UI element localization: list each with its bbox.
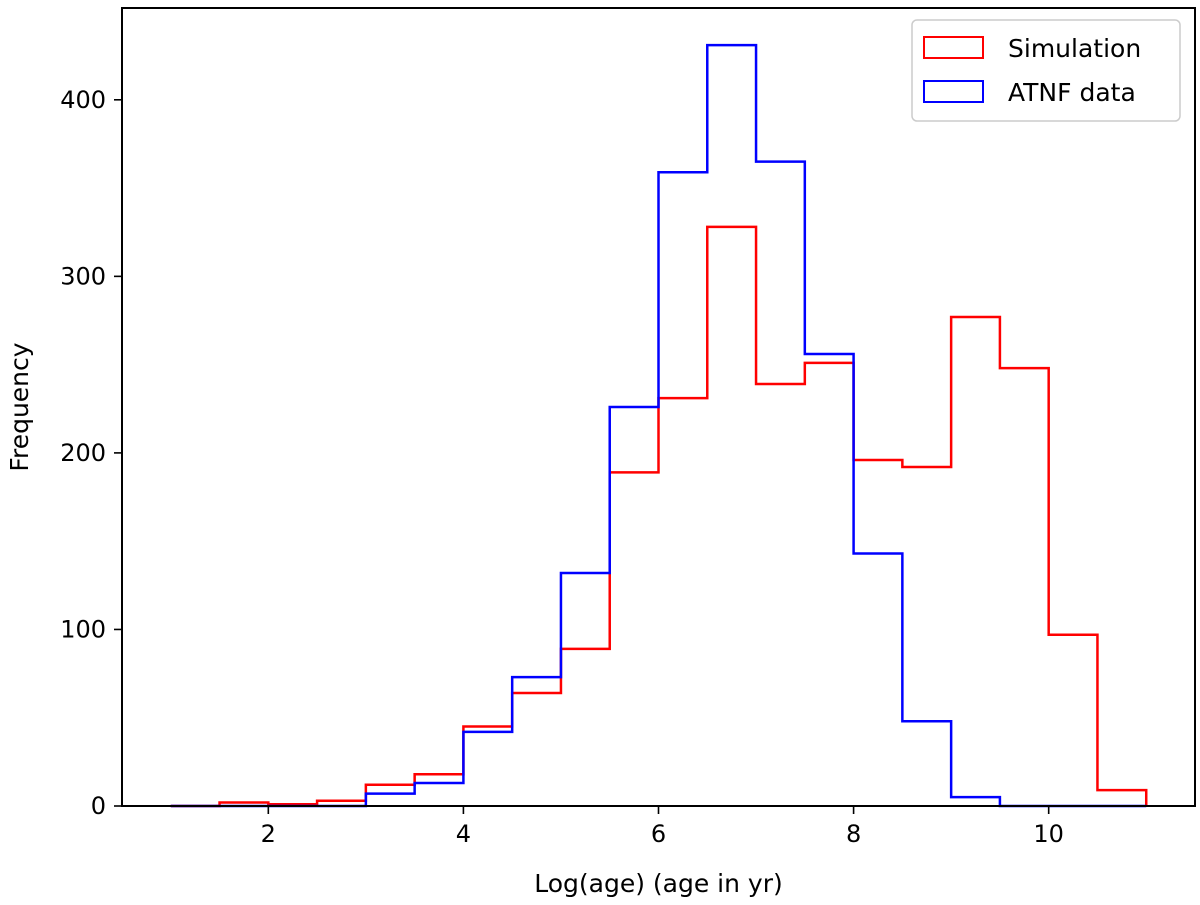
y-tick-label: 400 bbox=[60, 86, 106, 114]
legend: Simulation ATNF data bbox=[911, 19, 1181, 122]
y-tick-label: 200 bbox=[60, 439, 106, 467]
y-tick-label: 0 bbox=[91, 792, 106, 820]
legend-entry-atnf-data: ATNF data bbox=[923, 78, 1136, 107]
legend-swatch-atnf-data bbox=[923, 80, 984, 103]
legend-label-simulation: Simulation bbox=[1008, 34, 1141, 63]
legend-swatch-simulation bbox=[923, 36, 984, 59]
legend-box bbox=[911, 19, 1181, 122]
y-axis-label: Frequency bbox=[5, 342, 34, 471]
x-tick-label: 10 bbox=[1033, 820, 1064, 848]
series-atnf-data-step-line bbox=[170, 43, 1147, 808]
x-tick-label: 8 bbox=[846, 820, 861, 848]
y-tick-label: 300 bbox=[60, 262, 106, 290]
x-tick-label: 6 bbox=[651, 820, 666, 848]
series-layer bbox=[170, 43, 1148, 808]
y-axis: 0 100 200 300 400 bbox=[60, 86, 122, 820]
x-axis-label: Log(age) (age in yr) bbox=[534, 869, 783, 898]
x-tick-label: 2 bbox=[261, 820, 276, 848]
x-axis: 2 4 6 8 10 bbox=[261, 806, 1064, 848]
x-tick-label: 4 bbox=[456, 820, 471, 848]
y-tick-label: 100 bbox=[60, 615, 106, 643]
legend-label-atnf-data: ATNF data bbox=[1008, 78, 1136, 107]
legend-entry-simulation: Simulation bbox=[923, 34, 1141, 63]
